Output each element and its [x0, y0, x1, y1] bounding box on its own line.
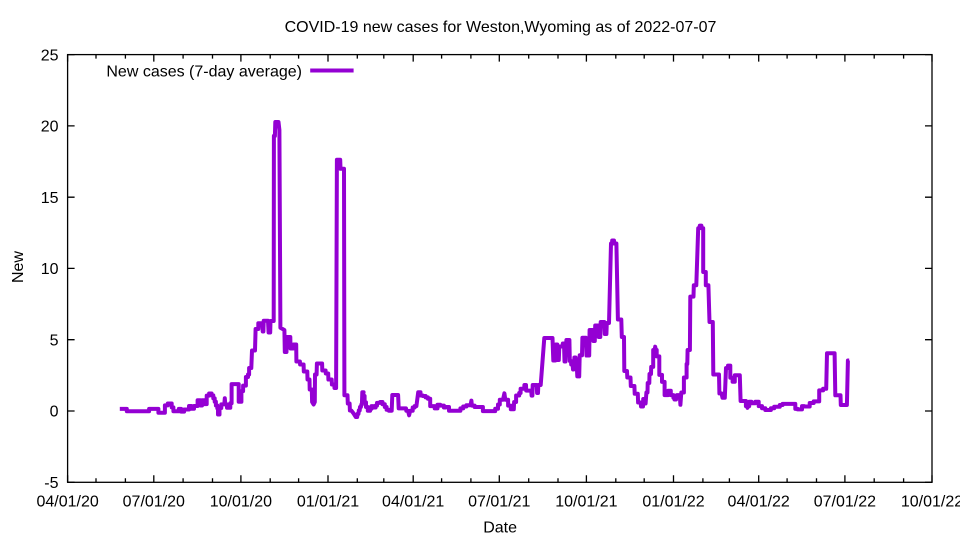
svg-text:25: 25 [41, 47, 59, 64]
svg-text:04/01/20: 04/01/20 [36, 493, 98, 510]
svg-text:New: New [10, 251, 27, 283]
svg-text:07/01/21: 07/01/21 [468, 493, 530, 510]
svg-text:04/01/22: 04/01/22 [728, 493, 790, 510]
svg-text:-5: -5 [44, 475, 58, 492]
svg-text:01/01/21: 01/01/21 [297, 493, 359, 510]
svg-text:10: 10 [41, 261, 59, 278]
svg-text:COVID-19 new cases for Weston,: COVID-19 new cases for Weston,Wyoming as… [285, 19, 717, 36]
svg-text:04/01/21: 04/01/21 [382, 493, 444, 510]
svg-text:New cases (7-day average): New cases (7-day average) [106, 64, 302, 81]
svg-text:01/01/22: 01/01/22 [642, 493, 704, 510]
svg-text:10/01/22: 10/01/22 [901, 493, 960, 510]
svg-text:10/01/21: 10/01/21 [555, 493, 617, 510]
svg-text:15: 15 [41, 190, 59, 207]
svg-text:07/01/20: 07/01/20 [123, 493, 185, 510]
svg-text:0: 0 [50, 404, 59, 421]
svg-text:07/01/22: 07/01/22 [814, 493, 876, 510]
svg-text:Date: Date [483, 519, 517, 536]
svg-text:10/01/20: 10/01/20 [210, 493, 272, 510]
svg-text:5: 5 [50, 332, 59, 349]
svg-text:20: 20 [41, 119, 59, 136]
